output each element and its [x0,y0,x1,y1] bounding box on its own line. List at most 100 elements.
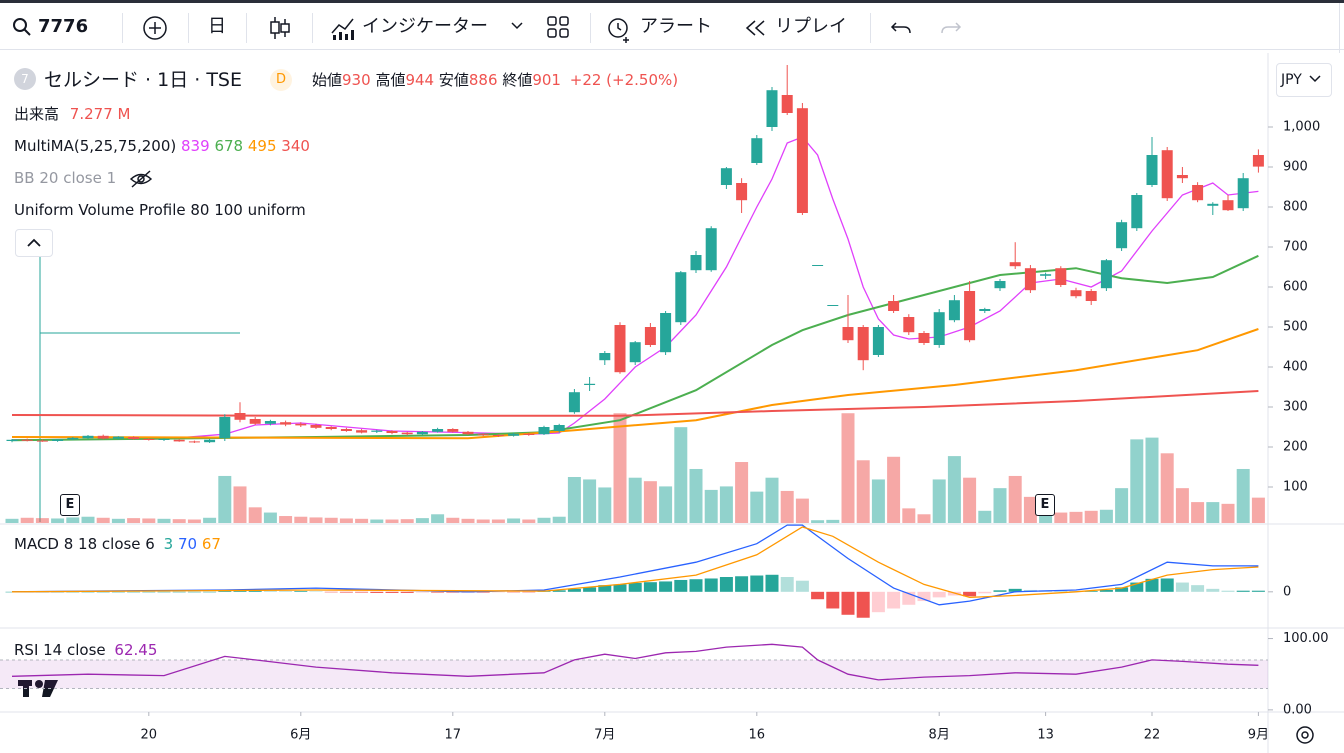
macd-histogram-bar [279,591,293,592]
macd-histogram-bar [750,575,764,592]
replay-button[interactable]: リプレイ [775,16,847,37]
macd-histogram-bar [1191,585,1205,592]
volume-bar [187,519,201,523]
volume-bar [735,462,749,523]
macd-histogram-bar [613,584,627,592]
candle-body [553,425,565,431]
volume-bar [719,486,733,523]
earnings-marker[interactable]: E [1035,494,1055,516]
macd-histogram-bar [415,591,429,593]
hidden-icon[interactable] [129,169,153,188]
indicators-button[interactable]: インジケーター [362,16,488,37]
volume-bar [248,507,262,523]
macd-histogram-bar [431,591,445,593]
volume-bar [461,518,475,523]
replay-icon[interactable] [744,19,768,37]
candle-body [371,430,383,432]
candle-body [325,427,337,429]
macd-histogram-bar [765,574,779,592]
volume-bar [795,498,809,523]
volume-bar [628,477,642,523]
candle-body [842,327,854,341]
candle-body [827,305,839,306]
candle-body [401,432,413,435]
volume-bar [993,488,1007,523]
candle-body [979,309,991,311]
high-label: 高値 [375,71,406,89]
candle-body [143,439,155,440]
plot-bg [0,53,1268,712]
candle-body [356,430,368,433]
indicators-icon[interactable] [330,15,356,41]
macd-histogram-bar [1251,590,1265,592]
ma-value: 678 [214,137,244,155]
macd-histogram-bar [218,590,232,592]
symbol[interactable]: 7776 [38,16,89,37]
multima-legend: MultiMA(5,25,75,200) 839 678 495 340 [14,136,310,156]
candle-body [52,439,64,441]
undo-icon[interactable] [890,19,912,37]
candle-body [1085,291,1097,301]
symbol-name[interactable]: セルシード · 1日 · TSE [44,69,242,91]
volume-bar [1160,453,1174,523]
volume-bar [750,491,764,523]
currency-button[interactable]: JPY [1276,63,1332,97]
volume-bar [355,518,369,523]
chevron[interactable] [510,21,524,31]
earnings-marker[interactable]: E [60,494,80,516]
y-tick-label: 500 [1283,320,1308,335]
candle-body [675,272,687,323]
collapse-button[interactable] [15,229,53,257]
volume-bar [659,486,673,523]
layouts-icon[interactable] [546,15,570,39]
interval[interactable]: 日 [208,16,226,37]
candle-body [310,425,322,428]
macd-histogram-bar [142,591,156,593]
y-tick-label: 400 [1283,360,1308,375]
y-tick-label: 300 [1283,400,1308,415]
separator [590,13,591,43]
close-label: 終値 [502,71,533,89]
volume-bar [385,519,399,523]
volume-bar [1130,439,1144,523]
volume-label: 出来高 [14,105,60,123]
volume-bar [203,517,217,523]
high-value: 944 [405,71,435,89]
add-symbol-icon[interactable] [142,15,168,41]
chart-type-icon[interactable] [268,15,292,41]
candle-body [432,429,444,432]
delay-badge[interactable]: D [270,69,292,91]
candle-body [705,228,717,271]
candle-body [1146,155,1158,185]
alert-icon[interactable] [606,15,634,43]
search-icon[interactable] [12,17,32,37]
candle-body [781,95,793,113]
volume-bar [552,516,566,523]
volume-bar [522,519,536,523]
macd-histogram-bar [522,591,536,593]
macd-histogram-bar [1236,590,1250,592]
macd-hist-value: 3 [163,535,174,553]
macd-histogram-bar [370,591,384,593]
redo-icon[interactable] [940,19,962,37]
x-tick-label: 6月 [290,728,311,743]
volume-bar [765,477,779,523]
candle-body [1222,200,1234,211]
settings-icon[interactable] [1296,726,1314,744]
alert-button[interactable]: アラート [640,16,712,37]
ma-value: 839 [181,137,210,155]
volume-bar [1084,510,1098,523]
ma-value: 340 [281,137,310,155]
volume-bar [263,512,277,523]
volume-bar [142,518,156,523]
volume-profile-legend: Uniform Volume Profile 80 100 uniform [14,201,306,219]
volume-bar [370,519,384,523]
candle-body [1161,150,1173,199]
x-tick-label: 22 [1144,728,1161,743]
macd-histogram-bar [780,577,794,592]
candle-body [462,431,474,435]
macd-histogram-bar [476,591,490,593]
volume-bar [81,516,95,523]
macd-histogram-bar [598,585,612,592]
